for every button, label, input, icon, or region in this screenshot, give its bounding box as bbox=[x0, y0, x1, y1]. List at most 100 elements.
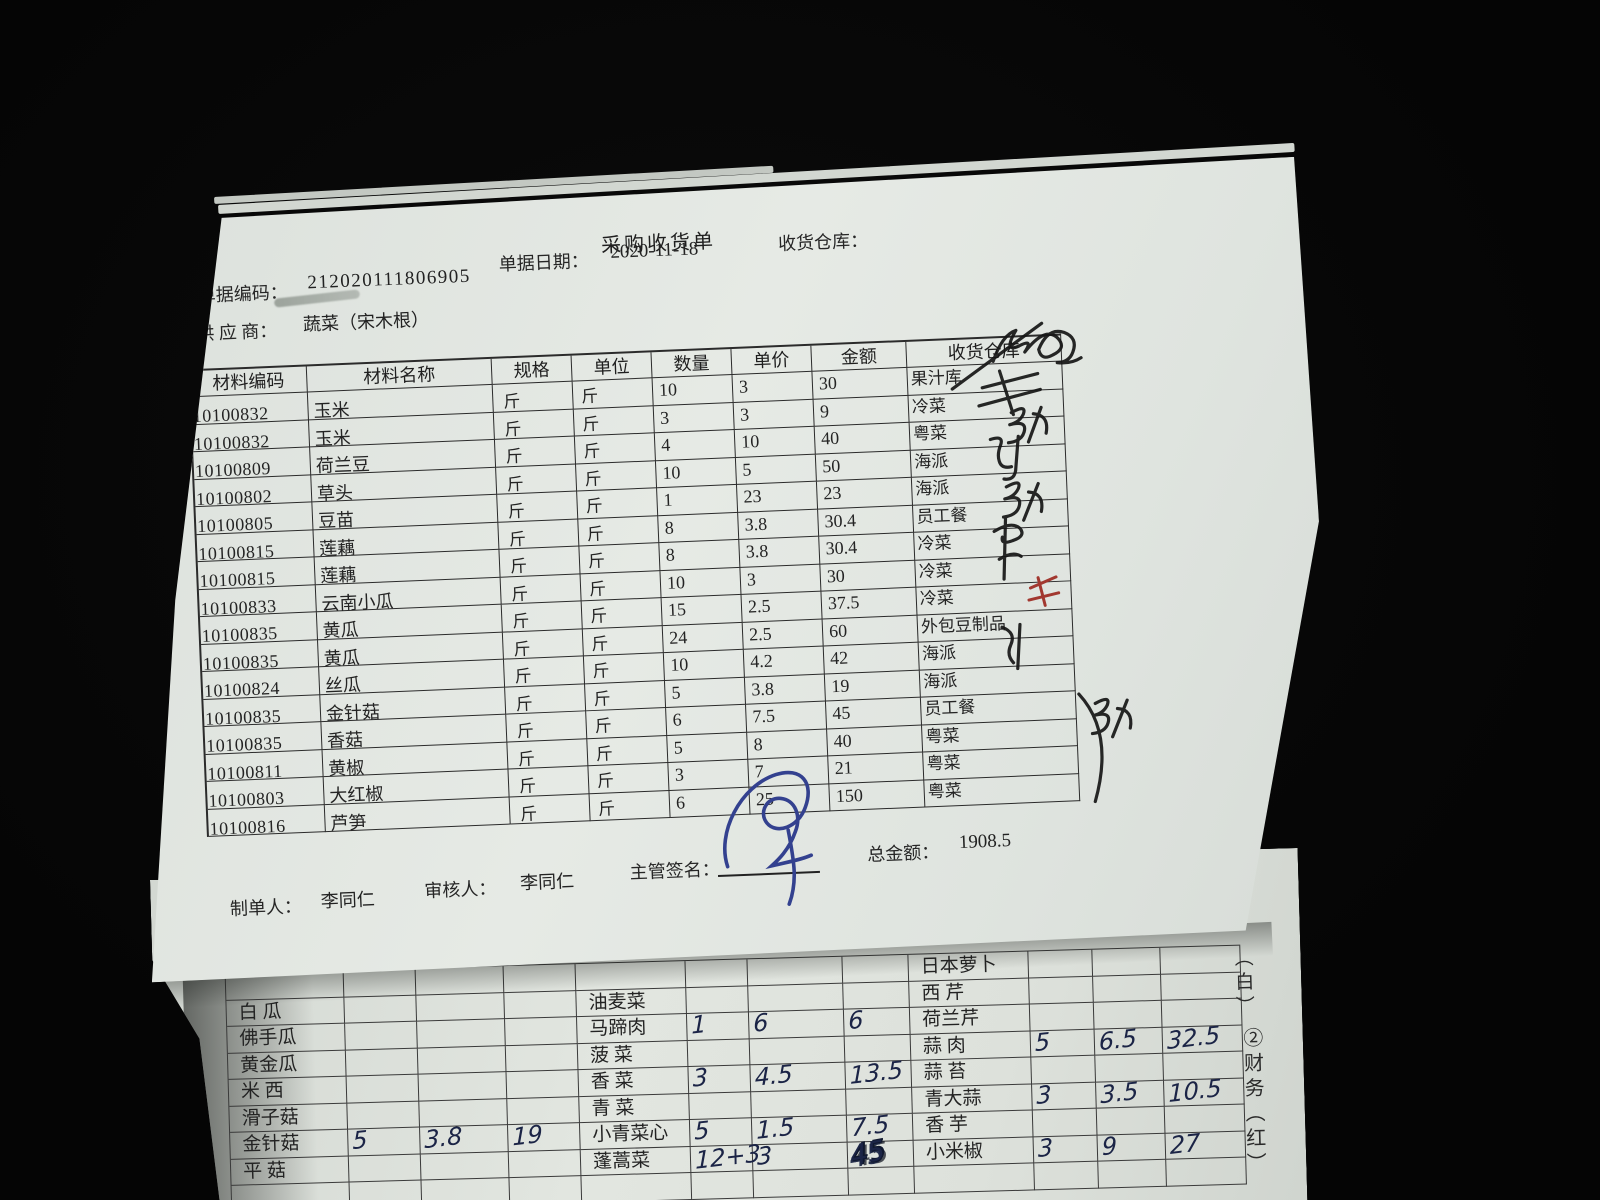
handwritten-value-cell: 3 bbox=[1032, 1082, 1097, 1110]
table-cell-amount: 9 bbox=[814, 395, 910, 426]
copy-label-finance-red: ②财务（红） bbox=[1239, 1027, 1266, 1178]
handwritten-value-cell bbox=[421, 1152, 510, 1181]
handwritten-value-cell bbox=[345, 1022, 418, 1051]
item-name-cell bbox=[914, 1163, 1035, 1193]
handwritten-value-cell bbox=[421, 1178, 510, 1200]
item-name-cell: 小青菜心 bbox=[580, 1120, 691, 1150]
table-cell-unit: 斤 bbox=[574, 406, 655, 437]
table-cell-spec: 斤 bbox=[495, 437, 576, 468]
handwritten-value-cell bbox=[509, 1176, 582, 1200]
item-name-cell: 青 菜 bbox=[579, 1094, 690, 1124]
handwritten-value-cell bbox=[1029, 976, 1094, 1004]
table-cell-price: 3.8 bbox=[739, 537, 820, 568]
table-cell-unit: 斤 bbox=[581, 571, 662, 602]
table-cell-qty: 4 bbox=[655, 430, 736, 461]
handwritten-value-cell bbox=[505, 1017, 578, 1046]
item-name-cell: 平 菇 bbox=[231, 1156, 350, 1186]
handwritten-value-cell bbox=[1031, 1056, 1096, 1084]
table-cell-qty: 10 bbox=[660, 567, 741, 598]
handwritten-value-cell bbox=[691, 1171, 754, 1199]
doc-no-value: 212020111806905 bbox=[306, 265, 472, 294]
handwritten-value-cell: 3 bbox=[753, 1142, 849, 1171]
column-header-amount: 金额 bbox=[811, 342, 907, 372]
handwritten-value-cell: 19 bbox=[508, 1123, 581, 1152]
table-cell-amount: 60 bbox=[823, 615, 919, 646]
table-cell-price: 2.5 bbox=[743, 619, 824, 650]
table-cell-price: 23 bbox=[737, 482, 818, 513]
handwritten-value-cell: 3.8 bbox=[420, 1125, 509, 1154]
table-cell-price: 3.8 bbox=[738, 509, 819, 540]
table-cell-qty: 10 bbox=[664, 650, 745, 681]
handwritten-value-cell bbox=[688, 1039, 751, 1067]
reviewer-name: 李同仁 bbox=[519, 870, 575, 894]
table-cell-amount: 19 bbox=[825, 670, 921, 701]
table-cell-spec: 斤 bbox=[502, 601, 583, 632]
handwritten-value-cell: 6 bbox=[749, 1010, 845, 1039]
item-name-cell: 金针菇 bbox=[230, 1130, 349, 1160]
table-cell-spec: 斤 bbox=[508, 766, 589, 797]
table-cell-spec: 斤 bbox=[504, 656, 585, 687]
supplier-value: 蔬菜（宋木根） bbox=[302, 309, 430, 335]
purchase-receipt-page: 采购收货单 单据日期： 2020-11-18 收货仓库： 单据编码： 21202… bbox=[120, 156, 1341, 986]
handwritten-value-cell bbox=[507, 1070, 580, 1099]
table-cell-unit: 斤 bbox=[587, 736, 668, 767]
table-cell-amount: 42 bbox=[824, 643, 920, 674]
item-name-cell: 黄金瓜 bbox=[228, 1050, 347, 1080]
item-name-cell: 蒜 苔 bbox=[911, 1057, 1032, 1087]
table-cell-amount: 37.5 bbox=[821, 588, 917, 619]
table-cell-spec: 斤 bbox=[498, 519, 579, 550]
doc-date-label: 单据日期： bbox=[498, 250, 590, 275]
table-cell-amount: 40 bbox=[827, 725, 923, 756]
column-header-qty: 数量 bbox=[651, 349, 732, 378]
handwritten-value-cell bbox=[753, 1169, 849, 1198]
table-cell-spec: 斤 bbox=[496, 464, 577, 495]
slash-mark bbox=[950, 323, 1044, 389]
table-cell-amount: 30.4 bbox=[819, 533, 915, 564]
table-cell-spec: 斤 bbox=[499, 546, 580, 577]
handwritten-value-cell: 5 bbox=[348, 1128, 421, 1157]
three-mark bbox=[1091, 698, 1131, 737]
handwritten-value-cell bbox=[750, 1036, 846, 1065]
table-cell-amount: 30.4 bbox=[818, 505, 914, 536]
handwritten-value-cell: 27 bbox=[1165, 1131, 1246, 1160]
item-name-cell bbox=[232, 1183, 351, 1200]
supervisor-sign-label: 主管签名： bbox=[629, 858, 721, 883]
item-name-cell: 菠 菜 bbox=[578, 1041, 689, 1071]
table-cell-price: 7.5 bbox=[746, 701, 827, 732]
handwritten-value-cell bbox=[1165, 1105, 1246, 1134]
handwritten-value-cell bbox=[504, 991, 577, 1020]
handwritten-value-cell bbox=[1098, 1160, 1167, 1188]
table-cell-unit: 斤 bbox=[588, 763, 669, 794]
table-cell-qty: 3 bbox=[654, 403, 735, 434]
handwritten-value-cell bbox=[1033, 1109, 1098, 1137]
handwritten-value-cell: 1 bbox=[687, 1012, 750, 1040]
handwritten-value-cell bbox=[1093, 974, 1162, 1002]
handwritten-value-cell bbox=[686, 986, 749, 1014]
handwritten-value-cell bbox=[1034, 1162, 1099, 1190]
handwritten-value-cell bbox=[506, 1044, 579, 1073]
receipt-table: 材料编码 材料名称 规格 单位 数量 单价 金额 收货仓库 10100832 玉米斤斤 10 3 30 果… bbox=[188, 334, 1080, 837]
table-cell-unit: 斤 bbox=[583, 626, 664, 657]
handwritten-value-cell bbox=[417, 1019, 506, 1048]
handwritten-value-cell: 6 bbox=[844, 1008, 911, 1036]
handwritten-value-cell bbox=[416, 993, 505, 1022]
item-name-cell: 青大蒜 bbox=[912, 1084, 1033, 1114]
table-cell-amount: 45 bbox=[826, 698, 922, 729]
three-mark bbox=[1007, 407, 1047, 443]
item-name-cell: 滑子菇 bbox=[229, 1103, 348, 1133]
table-cell-spec: 斤 bbox=[493, 382, 574, 413]
bracket-mark bbox=[1002, 624, 1022, 669]
table-cell-qty: 5 bbox=[667, 732, 748, 763]
item-name-cell: 香 芋 bbox=[913, 1110, 1034, 1140]
handwritten-value-cell bbox=[689, 1092, 752, 1120]
table-cell-spec: 斤 bbox=[503, 629, 584, 660]
table-cell-qty: 15 bbox=[662, 595, 743, 626]
item-name-cell: 西 芹 bbox=[909, 978, 1030, 1008]
table-cell-qty: 10 bbox=[653, 375, 734, 406]
curve-mark bbox=[1079, 693, 1104, 802]
table-cell-price: 5 bbox=[736, 454, 817, 485]
handwritten-value-cell bbox=[1030, 1003, 1095, 1031]
item-name-cell: 米 西 bbox=[229, 1077, 348, 1107]
table-cell-spec: 斤 bbox=[497, 491, 578, 522]
handwritten-ink-marks bbox=[945, 301, 1227, 851]
